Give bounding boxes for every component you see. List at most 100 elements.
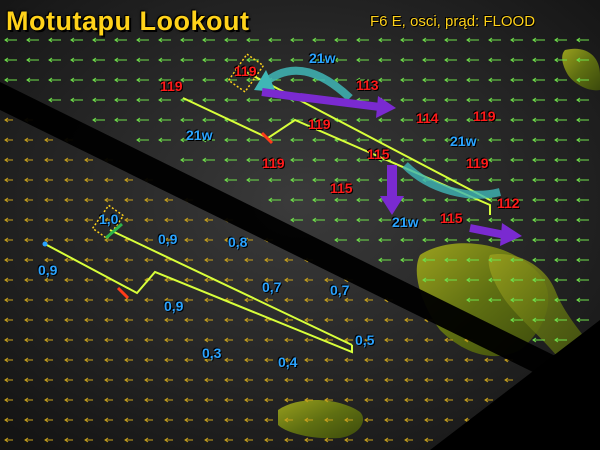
wind-arrow-icon <box>184 217 193 223</box>
current-arrow-icon <box>444 197 457 203</box>
wind-arrow-icon <box>24 357 33 363</box>
wind-arrow-icon <box>44 197 53 203</box>
current-arrow-icon <box>246 137 259 143</box>
wind-arrow-icon <box>164 297 173 303</box>
wind-arrow-icon <box>84 437 93 443</box>
wind-arrow-icon <box>364 337 373 343</box>
current-arrow-icon <box>532 277 545 283</box>
current-arrow-icon <box>576 177 589 183</box>
conditions-subtitle: F6 E, osci, prąd: FLOOD <box>370 13 536 30</box>
wind-arrow-icon <box>484 357 493 363</box>
wind-arrow-icon <box>304 417 313 423</box>
wind-arrow-icon <box>424 337 433 343</box>
current-arrow-icon <box>312 137 325 143</box>
current-arrow-icon <box>202 97 215 103</box>
wind-arrow-icon <box>164 437 173 443</box>
lower-blue-label: 0,5 <box>355 332 375 348</box>
current-arrow-icon <box>576 57 589 63</box>
wind-arrow-icon <box>264 337 273 343</box>
current-arrow-icon <box>422 57 435 63</box>
current-arrow-icon <box>532 137 545 143</box>
wind-arrow-icon <box>44 237 53 243</box>
current-arrow-icon <box>312 197 325 203</box>
wind-arrow-icon <box>304 277 313 283</box>
current-arrow-icon <box>466 57 479 63</box>
wind-arrow-icon <box>4 277 13 283</box>
current-arrow-icon <box>488 277 501 283</box>
wind-arrow-icon <box>164 217 173 223</box>
current-arrow-icon <box>400 77 413 83</box>
wind-arrow-icon <box>84 317 93 323</box>
wind-arrow-icon <box>24 277 33 283</box>
wind-arrow-icon <box>24 137 33 143</box>
current-arrow-icon <box>92 117 105 123</box>
current-arrow-icon <box>488 177 501 183</box>
wind-arrow-icon <box>244 337 253 343</box>
current-arrow-icon <box>554 317 567 323</box>
current-arrow-icon <box>378 237 391 243</box>
wind-arrow-icon <box>184 257 193 263</box>
current-arrow-icon <box>422 37 435 43</box>
wind-arrow-icon <box>344 437 353 443</box>
wind-arrow-icon <box>204 257 213 263</box>
wind-arrow-icon <box>24 177 33 183</box>
wind-arrow-icon <box>284 377 293 383</box>
current-arrow-icon <box>466 257 479 263</box>
wind-arrow-icon <box>284 397 293 403</box>
current-arrow-icon <box>92 77 105 83</box>
current-arrow-icon <box>510 197 523 203</box>
wind-arrow-icon <box>164 317 173 323</box>
current-arrow-icon <box>554 97 567 103</box>
wind-arrow-icon <box>424 437 433 443</box>
lower-blue-label: 0,7 <box>262 279 282 295</box>
current-arrow-icon <box>224 177 237 183</box>
current-arrow-icon <box>136 97 149 103</box>
wind-arrow-icon <box>124 337 133 343</box>
wind-arrow-icon <box>4 317 13 323</box>
wind-arrow-icon <box>324 317 333 323</box>
wind-arrow-icon <box>364 437 373 443</box>
current-arrow-icon <box>290 217 303 223</box>
wind-arrow-icon <box>324 437 333 443</box>
current-arrow-icon <box>422 97 435 103</box>
current-arrow-icon <box>400 117 413 123</box>
current-arrow-icon <box>378 37 391 43</box>
current-arrow-icon <box>466 77 479 83</box>
current-arrow-icon <box>554 237 567 243</box>
current-arrow-icon <box>180 77 193 83</box>
wind-arrow-icon <box>244 417 253 423</box>
current-arrow-icon <box>312 37 325 43</box>
wind-arrow-icon <box>164 337 173 343</box>
wind-arrow-icon <box>44 397 53 403</box>
land-bottom-center <box>278 400 364 439</box>
wind-arrow-icon <box>184 437 193 443</box>
current-arrow-icon <box>268 197 281 203</box>
wind-arrow-icon <box>64 337 73 343</box>
wind-arrow-icon <box>84 357 93 363</box>
current-arrow-icon <box>334 177 347 183</box>
current-arrow-icon <box>576 137 589 143</box>
wind-arrow-icon <box>184 377 193 383</box>
wind-arrow-icon <box>64 397 73 403</box>
wind-arrow-icon <box>244 377 253 383</box>
current-arrow-icon <box>290 177 303 183</box>
current-arrow-icon <box>312 57 325 63</box>
current-arrow-icon <box>334 217 347 223</box>
current-arrow-icon <box>576 37 589 43</box>
wind-arrow-icon <box>364 417 373 423</box>
wind-arrow-icon <box>24 337 33 343</box>
wind-arrow-icon <box>164 277 173 283</box>
current-arrow-icon <box>532 157 545 163</box>
wind-arrow-icon <box>104 257 113 263</box>
current-arrow-icon <box>202 77 215 83</box>
land-top-right <box>562 48 600 91</box>
wind-arrow-icon <box>44 337 53 343</box>
wind-arrow-icon <box>464 357 473 363</box>
current-arrow-icon <box>576 77 589 83</box>
current-arrow-icon <box>554 257 567 263</box>
wind-arrow-icon <box>84 397 93 403</box>
wind-arrow-icon <box>324 417 333 423</box>
wind-arrow-icon <box>104 317 113 323</box>
current-arrow-icon <box>202 157 215 163</box>
current-arrow-icon <box>268 177 281 183</box>
